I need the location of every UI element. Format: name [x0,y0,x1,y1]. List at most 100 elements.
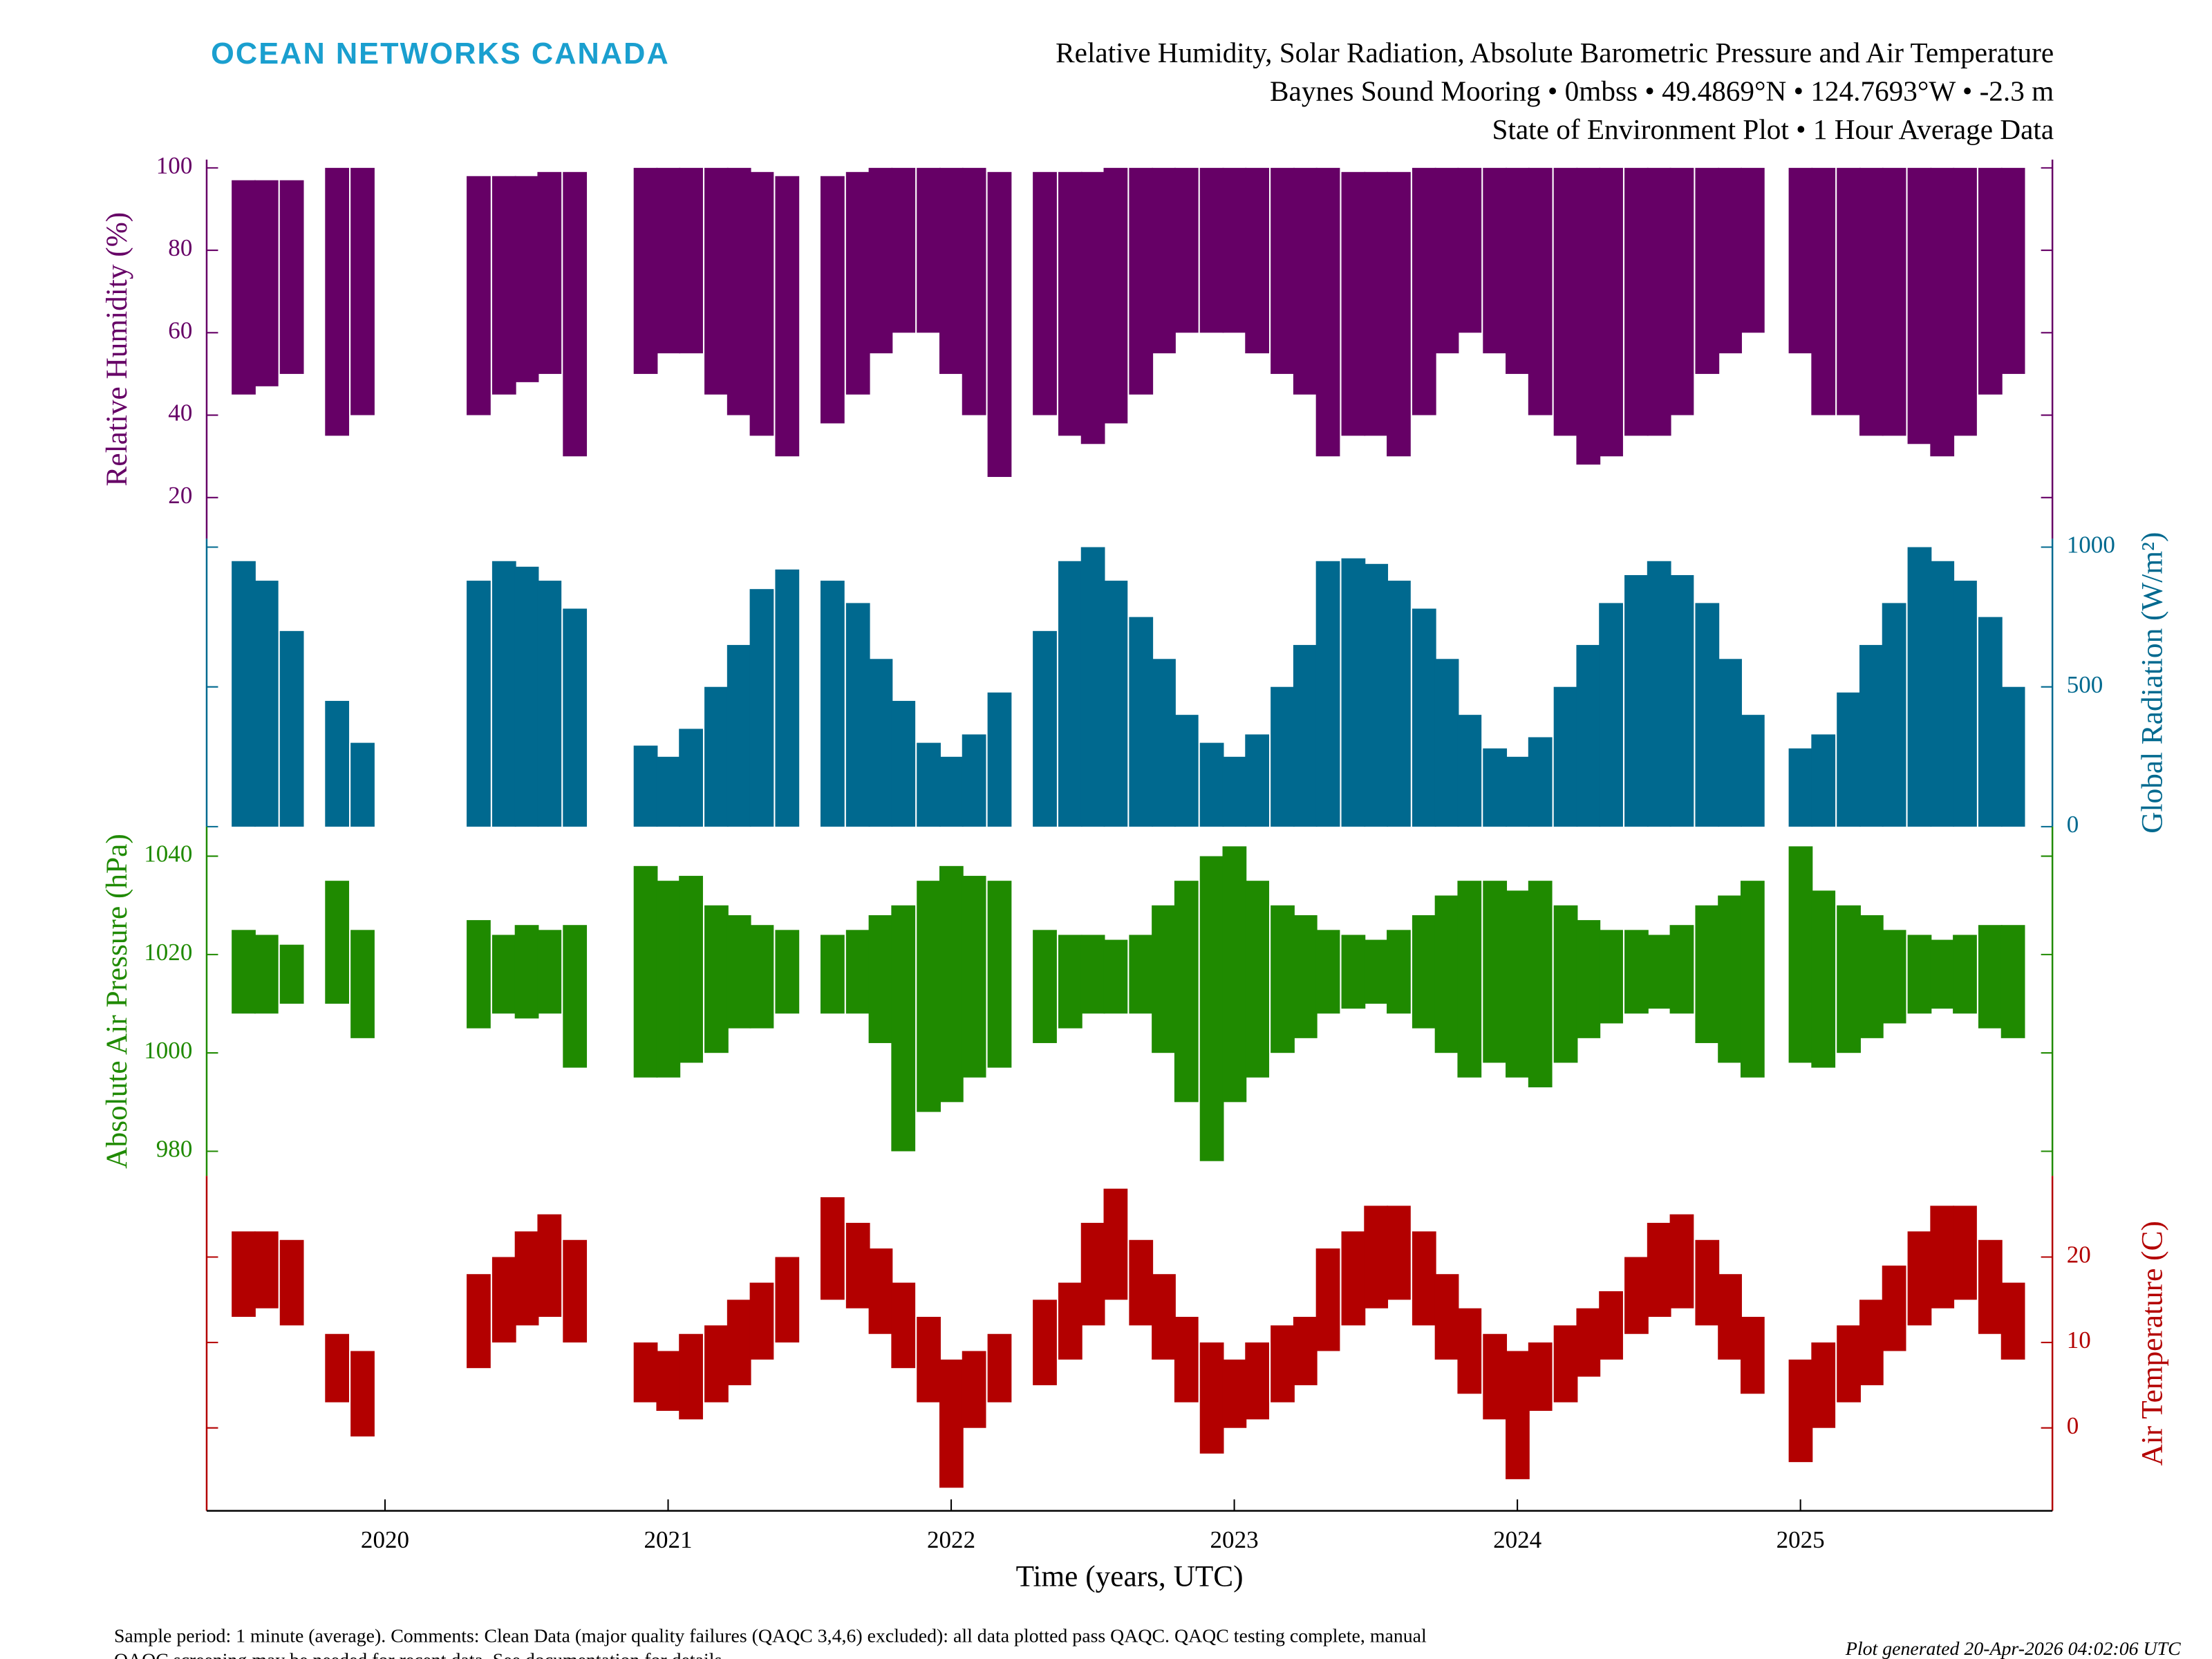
range-bar [1271,1325,1295,1403]
range-bar [727,915,751,1029]
range-bar [1103,1188,1128,1300]
bar [491,561,516,827]
bar [232,561,256,827]
range-bar [1882,930,1906,1024]
range-bar [891,167,916,333]
range-bar [1528,1342,1553,1411]
range-bar [325,881,350,1004]
bar [749,589,774,827]
range-bar [1647,1223,1671,1318]
range-bar [891,905,916,1152]
bar [868,659,893,827]
range-bar [1740,1317,1765,1394]
range-bar [1953,167,1977,436]
range-bar [845,930,870,1014]
range-bar [1174,881,1199,1103]
range-bar [1624,930,1649,1014]
range-bar [749,171,774,436]
range-bar [232,930,256,1014]
bar [1647,561,1671,827]
bar [1293,645,1318,827]
range-bar [1837,167,1861,415]
range-bar [1553,167,1578,436]
range-bar [1576,920,1601,1038]
bar [1058,561,1082,827]
range-bar [537,171,562,374]
bar [1387,581,1411,827]
range-bar [868,167,893,354]
bar [1624,574,1649,827]
range-bar [1647,935,1671,1009]
range-bar [1669,167,1694,415]
y-axis-label: Air Temperature (C) [2136,1221,2169,1465]
range-bar [1315,167,1340,457]
range-bar [279,1239,304,1326]
range-bar [727,1300,751,1385]
range-bar [1647,167,1671,436]
range-bar [845,171,870,395]
range-bar [1483,881,1508,1063]
range-bar [633,865,658,1078]
range-bar [656,167,681,354]
bar [1364,563,1389,827]
range-bar [1930,1206,1955,1309]
range-bar [1978,167,2003,395]
range-bar [1387,171,1411,457]
range-bar [1457,167,1482,333]
range-bar [514,925,539,1019]
range-bar [1434,895,1459,1053]
range-bar [1271,167,1295,374]
range-bar [1152,1274,1176,1360]
range-bar [467,176,491,415]
range-bar [1387,930,1411,1014]
range-bar [1129,935,1154,1014]
bar [1341,558,1366,827]
range-bar [775,176,800,457]
range-bar [1811,1342,1836,1428]
range-bar [350,1351,375,1437]
bar [1576,645,1601,827]
range-bar [1457,1308,1482,1394]
range-bar [1930,939,1955,1009]
bar [1412,608,1436,827]
range-bar [1599,167,1623,457]
bar [1978,617,2003,827]
range-bar [845,1223,870,1309]
bar [939,756,964,827]
range-bar [1576,1308,1601,1377]
y-tick-label: 20 [168,482,192,509]
y-tick-label: 10 [2067,1327,2091,1353]
bar [2000,686,2025,827]
range-bar [1129,1239,1154,1326]
range-bar [679,876,703,1063]
bar [514,566,539,827]
range-bar [1811,167,1836,415]
range-bar [1364,1206,1389,1309]
range-bar [820,935,845,1014]
bar [1271,686,1295,827]
bar [1599,603,1623,827]
range-bar [939,1359,964,1488]
range-bar [1315,930,1340,1014]
bar [962,734,986,827]
range-bar [962,167,986,415]
bar [467,581,491,827]
range-bar [1740,167,1765,333]
y-tick-label: 40 [168,400,192,427]
range-bar [633,1342,658,1403]
range-bar [1412,915,1436,1029]
range-bar [820,1197,845,1300]
range-bar [563,925,588,1068]
range-bar [1695,1239,1720,1326]
range-bar [917,1317,941,1403]
range-bar [232,1231,256,1318]
range-bar [962,876,986,1078]
generated-note: Plot generated 20-Apr-2026 04:02:06 UTC [1845,1638,2181,1659]
bar [1434,659,1459,827]
range-bar [350,930,375,1038]
range-bar [1553,1325,1578,1403]
bar [1907,547,1932,827]
x-tick-label: 2022 [927,1526,975,1553]
range-bar [537,1214,562,1318]
bar [727,645,751,827]
